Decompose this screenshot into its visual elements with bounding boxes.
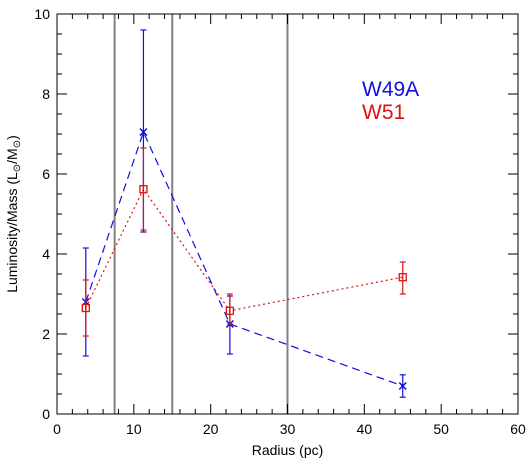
x-tick-label: 0 — [53, 421, 61, 437]
series-w49a — [81, 29, 407, 398]
x-tick-label: 40 — [357, 421, 373, 437]
y-axis-label-end: ) — [4, 135, 20, 140]
y-axis-label: Luminosity/Mass (L⊙/M⊙) — [4, 135, 23, 293]
y-tick-label: 0 — [42, 406, 50, 422]
y-tick-label: 4 — [42, 246, 50, 262]
axes: 0 10 20 30 40 50 60 0 2 4 6 8 10 — [34, 6, 526, 437]
y-axis-label-mid: /M — [4, 148, 20, 164]
legend: W49A W51 — [362, 78, 419, 124]
x-axis-label: Radius (pc) — [252, 442, 324, 458]
x-tick-label: 20 — [203, 421, 219, 437]
data-point-square — [225, 306, 235, 315]
x-tick-label: 60 — [510, 421, 526, 437]
series-w51 — [81, 147, 407, 337]
series-line-w49a — [85, 130, 403, 387]
legend-entry-w49a: W49A — [362, 78, 419, 101]
y-axis-label-sun-1: ⊙ — [12, 164, 23, 172]
x-tick-label: 30 — [280, 421, 296, 437]
y-axis-label-sun-2: ⊙ — [12, 140, 23, 148]
y-axis-label-main: Luminosity/Mass (L — [4, 172, 20, 293]
data-point-square — [398, 273, 407, 282]
data-point-x-b — [139, 127, 148, 137]
data-point-square — [81, 303, 90, 313]
legend-entry-w51: W51 — [362, 101, 405, 124]
y-tick-label: 8 — [42, 86, 50, 102]
series-layer — [81, 29, 407, 398]
series-line-w51 — [85, 188, 403, 312]
y-tick-label: 10 — [34, 6, 50, 22]
x-tick-label: 10 — [126, 421, 142, 437]
vertical-lines — [113, 14, 289, 414]
y-tick-label: 6 — [42, 166, 50, 182]
data-point-square — [139, 185, 148, 194]
data-point-x-b — [398, 381, 407, 391]
x-tick-label: 50 — [433, 421, 449, 437]
y-tick-label: 2 — [42, 326, 50, 342]
